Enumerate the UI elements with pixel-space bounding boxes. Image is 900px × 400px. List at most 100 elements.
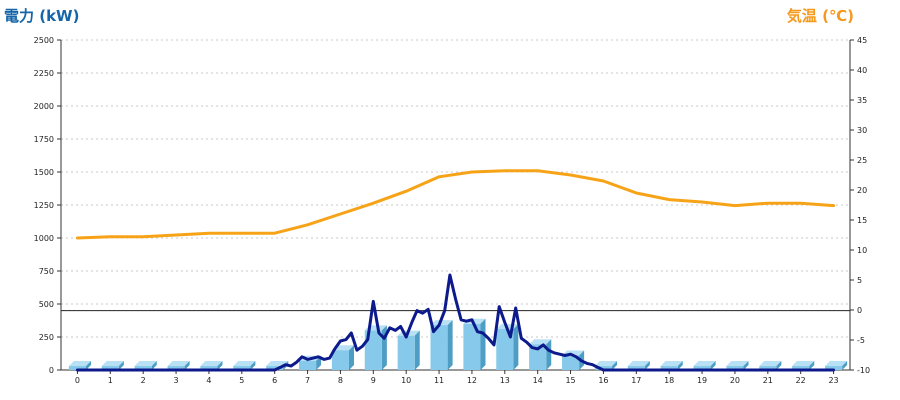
bar xyxy=(726,366,744,370)
bar-top xyxy=(167,361,190,367)
left-axis-title: 電力 (kW) xyxy=(4,7,80,25)
bar-side xyxy=(151,361,157,370)
bar xyxy=(364,330,382,370)
bar-side xyxy=(480,318,486,370)
y-right-tick-label: -5 xyxy=(857,336,865,345)
bar xyxy=(101,366,119,370)
bar xyxy=(266,366,284,370)
x-tick-label: 12 xyxy=(467,376,477,385)
y-right-tick-label: 5 xyxy=(857,276,862,285)
y-left-tick-label: 2250 xyxy=(34,69,54,78)
bar-top xyxy=(693,361,716,367)
bar-side xyxy=(546,339,552,370)
bar-top xyxy=(68,361,91,367)
bar-top xyxy=(200,361,223,367)
bar-top xyxy=(660,361,683,367)
x-tick-label: 18 xyxy=(664,376,674,385)
bar-side xyxy=(743,361,749,370)
y-left-tick-label: 1250 xyxy=(34,201,54,210)
bar xyxy=(463,323,481,370)
x-tick-label: 8 xyxy=(338,376,343,385)
bar-top xyxy=(529,339,552,345)
bar xyxy=(627,366,645,370)
y-left-tick-label: 500 xyxy=(39,300,54,309)
bar-side xyxy=(118,361,124,370)
y-right-tick-label: 45 xyxy=(857,36,867,45)
bar-side xyxy=(447,320,453,370)
x-tick-label: 11 xyxy=(434,376,444,385)
x-tick-label: 19 xyxy=(697,376,707,385)
bar xyxy=(430,325,448,370)
y-left-tick-label: 0 xyxy=(49,366,54,375)
x-tick-label: 6 xyxy=(272,376,277,385)
bar xyxy=(167,366,185,370)
y-right-tick-label: 40 xyxy=(857,66,867,75)
x-tick-label: 23 xyxy=(828,376,838,385)
bar-side xyxy=(842,361,848,370)
bar-side xyxy=(677,361,683,370)
bar-side xyxy=(85,361,91,370)
bar-top xyxy=(792,361,815,367)
x-tick-label: 5 xyxy=(239,376,244,385)
bar-top xyxy=(134,361,157,367)
x-tick-label: 17 xyxy=(631,376,641,385)
y-right-tick-label: 35 xyxy=(857,96,867,105)
bar xyxy=(496,329,514,370)
y-left-tick-label: 1000 xyxy=(34,234,54,243)
bar-top xyxy=(233,361,256,367)
bar xyxy=(331,350,349,370)
x-tick-label: 14 xyxy=(533,376,543,385)
bar-side xyxy=(184,361,190,370)
bar-side xyxy=(348,345,354,370)
y-left-tick-label: 2500 xyxy=(34,36,54,45)
x-tick-label: 4 xyxy=(206,376,211,385)
bar xyxy=(233,366,251,370)
y-left-tick-label: 1750 xyxy=(34,135,54,144)
x-tick-label: 7 xyxy=(305,376,310,385)
x-tick-label: 0 xyxy=(75,376,80,385)
bar-side xyxy=(611,361,617,370)
bar-side xyxy=(644,361,650,370)
x-tick-label: 13 xyxy=(500,376,510,385)
bar-side xyxy=(710,361,716,370)
y-right-tick-label: 0 xyxy=(857,306,862,315)
bar xyxy=(693,366,711,370)
bar-side xyxy=(414,330,420,370)
bar-side xyxy=(316,355,322,370)
bar xyxy=(529,344,547,370)
y-left-tick-label: 750 xyxy=(39,267,54,276)
bar-top xyxy=(101,361,124,367)
bar-side xyxy=(217,361,223,370)
bar xyxy=(825,366,843,370)
x-tick-label: 15 xyxy=(565,376,575,385)
y-right-tick-label: 25 xyxy=(857,156,867,165)
y-right-tick-label: 30 xyxy=(857,126,867,135)
bar xyxy=(660,366,678,370)
bar-top xyxy=(759,361,782,367)
bar-top xyxy=(594,361,617,367)
x-tick-label: 16 xyxy=(598,376,608,385)
bar xyxy=(562,355,580,370)
power-line xyxy=(75,273,836,372)
bar xyxy=(200,366,218,370)
x-tick-label: 1 xyxy=(108,376,113,385)
y-right-tick-label: 15 xyxy=(857,216,867,225)
x-tick-label: 3 xyxy=(174,376,179,385)
bar xyxy=(299,360,317,370)
bar xyxy=(594,366,612,370)
bar-side xyxy=(513,324,519,370)
bar-side xyxy=(250,361,256,370)
y-left-tick-label: 250 xyxy=(39,333,54,342)
bar xyxy=(68,366,86,370)
bar-side xyxy=(776,361,782,370)
bar-top xyxy=(627,361,650,367)
x-tick-label: 9 xyxy=(371,376,376,385)
bar-top xyxy=(726,361,749,367)
x-tick-label: 10 xyxy=(401,376,411,385)
bar xyxy=(397,335,415,370)
y-right-tick-label: 20 xyxy=(857,186,867,195)
y-right-tick-label: 10 xyxy=(857,246,867,255)
temperature-line xyxy=(75,169,836,240)
y-right-tick-label: -10 xyxy=(857,366,870,375)
